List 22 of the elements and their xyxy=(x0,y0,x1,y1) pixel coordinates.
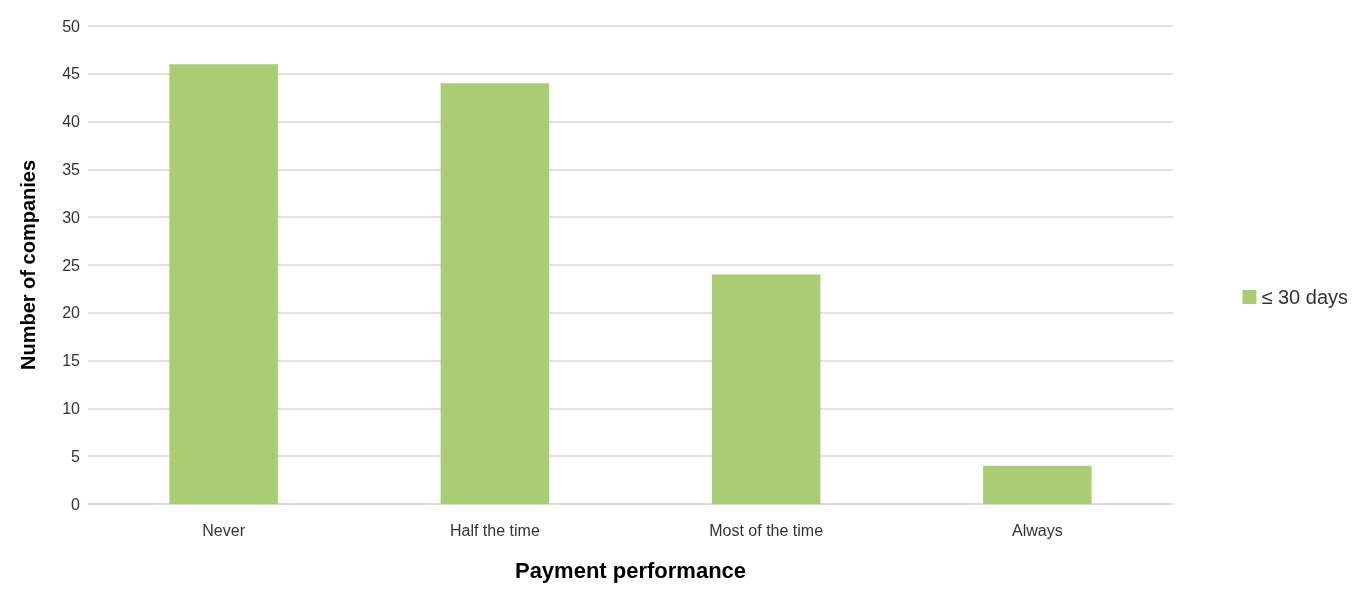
y-tick-label: 50 xyxy=(62,17,81,35)
y-axis-title: Number of companies xyxy=(17,159,39,371)
y-tick-label: 40 xyxy=(62,113,81,131)
x-tick-label: Half the time xyxy=(449,521,540,539)
y-tick-label: 0 xyxy=(71,495,81,513)
y-tick-label: 35 xyxy=(62,160,81,178)
y-tick-label: 20 xyxy=(62,304,81,322)
legend-label: ≤ 30 days xyxy=(1261,286,1349,308)
y-tick-label: 30 xyxy=(62,208,81,226)
x-tick-label: Most of the time xyxy=(709,521,824,539)
bar xyxy=(440,83,550,504)
bar xyxy=(169,64,278,504)
y-tick-label: 45 xyxy=(62,65,81,83)
y-tick-label: 10 xyxy=(62,399,81,417)
x-tick-label: Always xyxy=(1012,521,1063,539)
bar xyxy=(711,274,821,504)
y-tick-label: 25 xyxy=(62,256,81,274)
y-tick-label: 15 xyxy=(62,352,81,370)
x-axis-title: Payment performance xyxy=(514,557,747,583)
bar xyxy=(983,465,1092,504)
y-tick-label: 5 xyxy=(71,447,81,465)
x-tick-label: Never xyxy=(202,521,246,539)
